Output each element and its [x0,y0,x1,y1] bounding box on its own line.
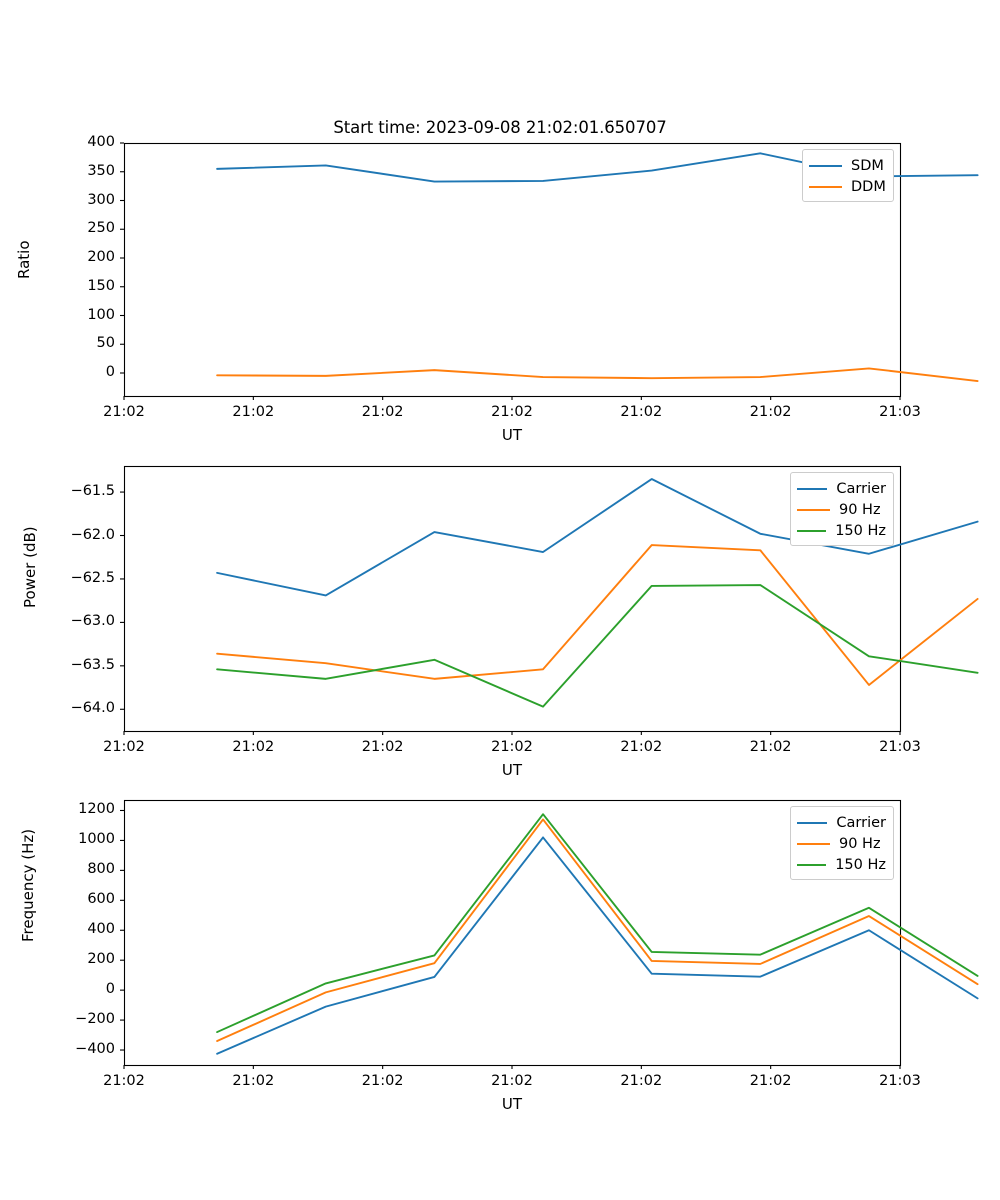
x-tick-label: 21:02 [491,739,533,755]
y-tick-label: 250 [87,220,115,237]
x-tick-label: 21:02 [361,1073,404,1089]
legend-label: 150 Hz [835,856,886,873]
y-tick-label: −63.5 [70,656,115,673]
legend-label: SDM [851,157,884,174]
y-tick-label: −63.0 [70,613,115,630]
x-tick-label: 21:02 [749,739,792,755]
series-line-ddm [216,367,979,382]
y-tick-label: 1000 [78,831,115,848]
y-tick-label: 200 [87,951,115,968]
y-tick-label: 150 [87,277,115,294]
y-axis-label: Frequency (Hz) [19,828,37,942]
series-line-90-hz [216,818,979,1042]
y-tick-label: 800 [87,861,115,878]
series-line-150-hz [216,584,979,708]
legend-color-swatch [797,863,827,866]
legend-item-90-hz[interactable]: 90 Hz [797,499,886,520]
legend-color-swatch [797,508,830,511]
legend-color-swatch [797,821,828,824]
x-tick-label: 21:03 [879,1073,921,1089]
legend-label: 150 Hz [835,522,886,539]
y-tick-label: −62.5 [70,569,115,586]
x-tick-label: 21:03 [879,404,921,420]
legend-label: Carrier [836,814,886,831]
y-tick-label: 350 [87,162,115,179]
y-tick-label: 100 [87,306,115,323]
legend-item-sdm[interactable]: SDM [809,155,886,176]
y-tick-label: −200 [75,1011,115,1028]
y-tick-label: −62.0 [70,526,115,543]
x-tick-label: 21:02 [361,404,404,420]
legend-item-carrier[interactable]: Carrier [797,478,886,499]
x-tick-label: 21:02 [361,739,404,755]
legend-label: 90 Hz [839,835,881,852]
y-tick-label: 400 [87,921,115,938]
x-tick-label: 21:02 [232,739,275,755]
y-tick-label: 50 [96,335,115,352]
x-tick-label: 21:02 [232,1073,275,1089]
x-tick-label: 21:02 [491,404,533,420]
y-tick-label: −61.5 [70,483,115,500]
y-tick-label: 1200 [78,801,115,818]
series-line-90-hz [216,544,979,686]
legend-item-ddm[interactable]: DDM [809,176,886,197]
y-tick-label: 0 [105,981,115,998]
legend-item-carrier[interactable]: Carrier [797,812,886,833]
legend-color-swatch [797,529,827,532]
y-tick-label: 600 [87,891,115,908]
x-tick-label: 21:02 [103,404,145,420]
legend-label: Carrier [836,480,886,497]
x-tick-label: 21:03 [879,739,921,755]
legend-item-150-hz[interactable]: 150 Hz [797,854,886,875]
y-tick-label: −400 [75,1041,115,1058]
x-tick-label: 21:02 [491,1073,533,1089]
legend-item-90-hz[interactable]: 90 Hz [797,833,886,854]
x-tick-label: 21:02 [749,404,792,420]
x-axis-label: UT [501,761,523,779]
x-axis-label: UT [501,1095,523,1113]
series-line-150-hz [216,813,979,1034]
y-tick-label: 300 [87,191,115,208]
legend-item-150-hz[interactable]: 150 Hz [797,520,886,541]
legend[interactable]: Carrier 90 Hz 150 Hz [790,472,894,546]
legend-label: DDM [851,178,886,195]
legend-label: 90 Hz [839,501,881,518]
y-tick-label: −64.0 [70,700,115,717]
axes-frame [123,799,902,1067]
x-tick-label: 21:02 [620,739,663,755]
legend-color-swatch [809,164,842,167]
y-tick-label: 400 [87,134,115,150]
x-tick-label: 21:02 [620,1073,663,1089]
legend[interactable]: SDM DDM [802,149,894,202]
legend-color-swatch [797,487,828,490]
x-tick-label: 21:02 [749,1073,792,1089]
legend[interactable]: Carrier 90 Hz 150 Hz [790,806,894,880]
legend-color-swatch [797,842,830,845]
series-line-carrier [216,478,979,597]
x-tick-label: 21:02 [232,404,275,420]
x-tick-label: 21:02 [103,739,145,755]
x-tick-label: 21:02 [103,1073,145,1089]
y-tick-label: 0 [105,364,115,380]
figure-title: Start time: 2023-09-08 21:02:01.650707 [333,118,667,137]
legend-color-swatch [809,185,842,188]
y-tick-label: 200 [87,249,115,265]
x-tick-label: 21:02 [620,404,663,420]
x-axis-label: UT [501,426,523,444]
series-line-carrier [216,836,979,1055]
